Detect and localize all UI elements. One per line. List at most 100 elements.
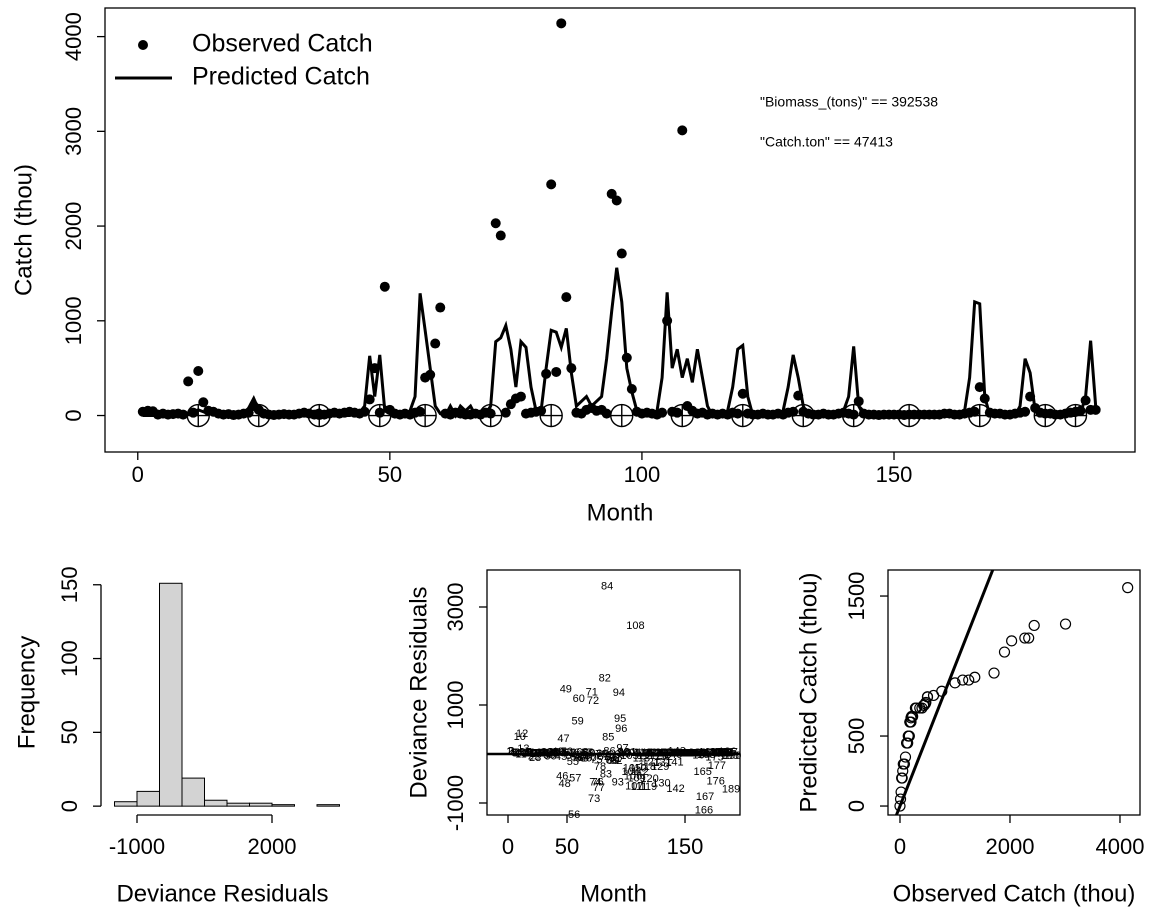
residual-label: 168 xyxy=(697,749,715,761)
residual-label: 20 xyxy=(525,747,537,759)
residual-label: 83 xyxy=(600,768,612,780)
residual-label: 99 xyxy=(619,748,631,760)
residual-label: 13 xyxy=(517,743,529,755)
scatter-point xyxy=(897,758,909,770)
residual-label: 12 xyxy=(516,728,528,740)
residual-label: 51 xyxy=(562,747,574,759)
closure-marker xyxy=(1033,403,1057,428)
residual-label: 111 xyxy=(631,781,648,793)
x-tick-label: 150 xyxy=(667,834,704,859)
scatter-point xyxy=(969,671,981,683)
y-tick-label: 500 xyxy=(844,718,869,755)
residual-label: 113 xyxy=(633,752,651,764)
x-tick-label: 0 xyxy=(132,462,144,487)
scatter-point xyxy=(927,689,940,702)
residual-label: 165 xyxy=(694,766,712,778)
plot-frame xyxy=(104,7,1136,453)
residual-label: 128 xyxy=(650,750,668,762)
residual-label: 88 xyxy=(606,754,618,766)
histogram-bar xyxy=(114,801,138,807)
scatter-point xyxy=(1059,618,1072,630)
plot-frame xyxy=(887,569,1141,816)
residual-label: 166 xyxy=(695,805,713,817)
histogram-bar xyxy=(249,802,273,807)
residual-label: 167 xyxy=(696,791,714,803)
closure-marker xyxy=(186,403,210,428)
y-tick-label: 3000 xyxy=(61,107,86,156)
residual-label: 10 xyxy=(514,731,526,743)
residual-label: 109 xyxy=(627,772,645,784)
residual-label: 74 xyxy=(589,776,601,788)
residual-label: 34 xyxy=(542,747,554,759)
scatter-point xyxy=(957,674,969,686)
residual-label: 100 xyxy=(617,747,635,759)
residual-label: 176 xyxy=(707,775,725,787)
residual-label: 178 xyxy=(709,746,727,758)
residual-label: 73 xyxy=(588,793,600,805)
observed-point xyxy=(732,408,743,419)
residual-label: 40 xyxy=(549,747,561,759)
residual-label: 68 xyxy=(582,747,594,759)
residual-label: 174 xyxy=(704,747,722,759)
residual-label: 181 xyxy=(712,747,730,759)
residual-label: 148 xyxy=(673,747,691,759)
residual-label: 70 xyxy=(584,752,596,764)
residual-label: 4 xyxy=(510,747,516,759)
residual-label: 6 xyxy=(512,747,518,759)
residual-label: 138 xyxy=(662,747,680,759)
residual-label: 119 xyxy=(640,781,658,793)
residual-label: 188 xyxy=(721,750,739,762)
y-tick-label: 100 xyxy=(57,640,82,677)
residual-label: 23 xyxy=(529,752,541,764)
observed-point xyxy=(677,125,688,136)
residual-label: 133 xyxy=(656,747,674,759)
y-axis-label: Catch (thou) xyxy=(10,164,37,296)
residual-label: 102 xyxy=(619,747,637,759)
x-axis-label: Observed Catch (thou) xyxy=(893,880,1136,907)
residual-label: 116 xyxy=(636,747,654,759)
scatter-point xyxy=(963,674,975,686)
residual-label: 160 xyxy=(688,747,706,759)
histogram-bar xyxy=(316,804,340,807)
residual-label: 53 xyxy=(564,747,576,759)
residual-label: 106 xyxy=(624,770,642,782)
x-tick-label: 0 xyxy=(502,834,514,859)
observed-point xyxy=(969,406,980,417)
residual-label: 134 xyxy=(657,747,675,759)
residual-label: 90 xyxy=(608,749,620,761)
residual-label: 153 xyxy=(679,747,697,759)
residual-label: 158 xyxy=(685,747,703,759)
histogram-bar xyxy=(181,777,205,807)
closure-marker xyxy=(610,403,634,428)
y-tick-label: 50 xyxy=(57,720,82,744)
residual-label: 136 xyxy=(659,747,677,759)
x-tick-label: 50 xyxy=(555,834,579,859)
observed-point xyxy=(546,179,557,190)
residual-label: 78 xyxy=(594,761,606,773)
residual-label: 3 xyxy=(508,746,514,758)
observed-point xyxy=(490,218,501,229)
residual-label: 120 xyxy=(640,773,658,785)
scatter-point xyxy=(914,702,926,714)
observed-point xyxy=(657,407,668,418)
residual-label: 52 xyxy=(563,747,575,759)
observed-point xyxy=(435,302,446,313)
observed-point xyxy=(601,408,612,419)
y-tick-label: 0 xyxy=(61,409,86,421)
residual-label: 46 xyxy=(556,770,568,782)
residual-label: 98 xyxy=(618,746,630,758)
residual-label: 151 xyxy=(677,747,695,759)
residual-label: 84 xyxy=(601,580,613,592)
residual-label: 141 xyxy=(665,757,683,769)
residual-label: 85 xyxy=(602,732,614,744)
closure-marker xyxy=(897,403,921,428)
x-tick-label: 150 xyxy=(876,462,913,487)
residual-label: 94 xyxy=(613,687,625,699)
residual-label: 33 xyxy=(541,746,553,758)
residual-label: 63 xyxy=(576,746,588,758)
residual-label: 65 xyxy=(579,750,591,762)
residual-label: 121 xyxy=(642,757,660,769)
legend-label: Predicted Catch xyxy=(192,63,370,91)
scatter-point xyxy=(1019,632,1031,644)
